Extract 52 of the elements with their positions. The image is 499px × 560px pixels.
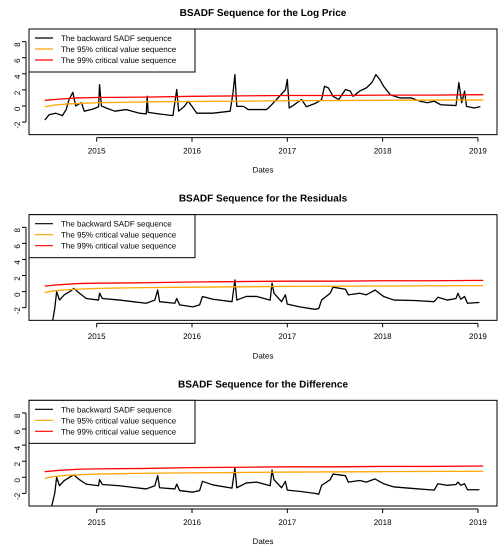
x-tick-label: 2016 (183, 518, 202, 527)
legend-label: The backward SADF sequence (61, 34, 172, 43)
x-tick-label: 2015 (88, 146, 106, 156)
legend-label: The 99% critical value sequence (61, 242, 177, 251)
x-tick-label: 2015 (88, 332, 106, 342)
x-axis-title: Dates (252, 537, 274, 546)
x-tick-label: 2015 (88, 518, 106, 527)
legend-label: The backward SADF sequence (61, 220, 172, 229)
y-tick-label: 4 (12, 445, 22, 450)
y-tick-label: 8 (12, 413, 22, 418)
x-tick-label: 2018 (374, 146, 392, 156)
legend-label: The backward SADF sequence (61, 405, 172, 414)
legend-label: The 99% critical value sequence (61, 427, 177, 436)
x-tick-label: 2017 (278, 146, 297, 156)
y-tick-label: 6 (12, 429, 22, 434)
x-tick-label: 2019 (469, 146, 488, 156)
line-series (44, 74, 480, 120)
x-tick-label: 2017 (278, 518, 297, 527)
y-tick-label: 0 (12, 106, 22, 112)
legend-label: The 99% critical value sequence (61, 56, 177, 65)
y-tick-label: 6 (12, 58, 22, 63)
chart-title: BSADF Sequence for the Difference (178, 379, 348, 390)
y-tick-label: -2 (12, 492, 22, 500)
y-tick-label: 2 (12, 90, 22, 96)
legend-label: The 95% critical value sequence (61, 230, 177, 240)
y-tick-label: 4 (12, 74, 22, 80)
y-tick-label: 6 (12, 244, 22, 249)
chart-title: BSADF Sequence for the Log Price (180, 8, 347, 19)
y-tick-label: -2 (12, 120, 22, 129)
x-tick-label: 2018 (374, 332, 392, 342)
chart-title: BSADF Sequence for the Residuals (178, 194, 348, 205)
y-tick-label: 4 (12, 260, 22, 265)
x-tick-label: 2019 (469, 332, 488, 342)
y-tick-label: 2 (12, 276, 22, 281)
line-series (44, 470, 484, 479)
y-tick-label: 0 (12, 478, 22, 483)
y-tick-label: 2 (12, 461, 22, 466)
y-tick-label: -2 (12, 306, 22, 314)
line-series (44, 284, 484, 294)
legend-label: The 95% critical value sequence (61, 45, 177, 54)
x-tick-label: 2019 (469, 518, 488, 527)
x-tick-label: 2016 (183, 146, 202, 156)
x-axis-title: Dates (252, 166, 274, 175)
x-tick-label: 2018 (374, 518, 392, 527)
y-tick-label: 0 (12, 292, 22, 297)
line-series (44, 99, 484, 108)
legend-label: The 95% critical value sequence (61, 416, 177, 426)
y-tick-label: 8 (12, 228, 22, 233)
x-tick-label: 2016 (183, 332, 202, 342)
x-axis-title: Dates (252, 351, 274, 360)
x-tick-label: 2017 (278, 332, 297, 342)
y-tick-label: 8 (12, 42, 22, 47)
